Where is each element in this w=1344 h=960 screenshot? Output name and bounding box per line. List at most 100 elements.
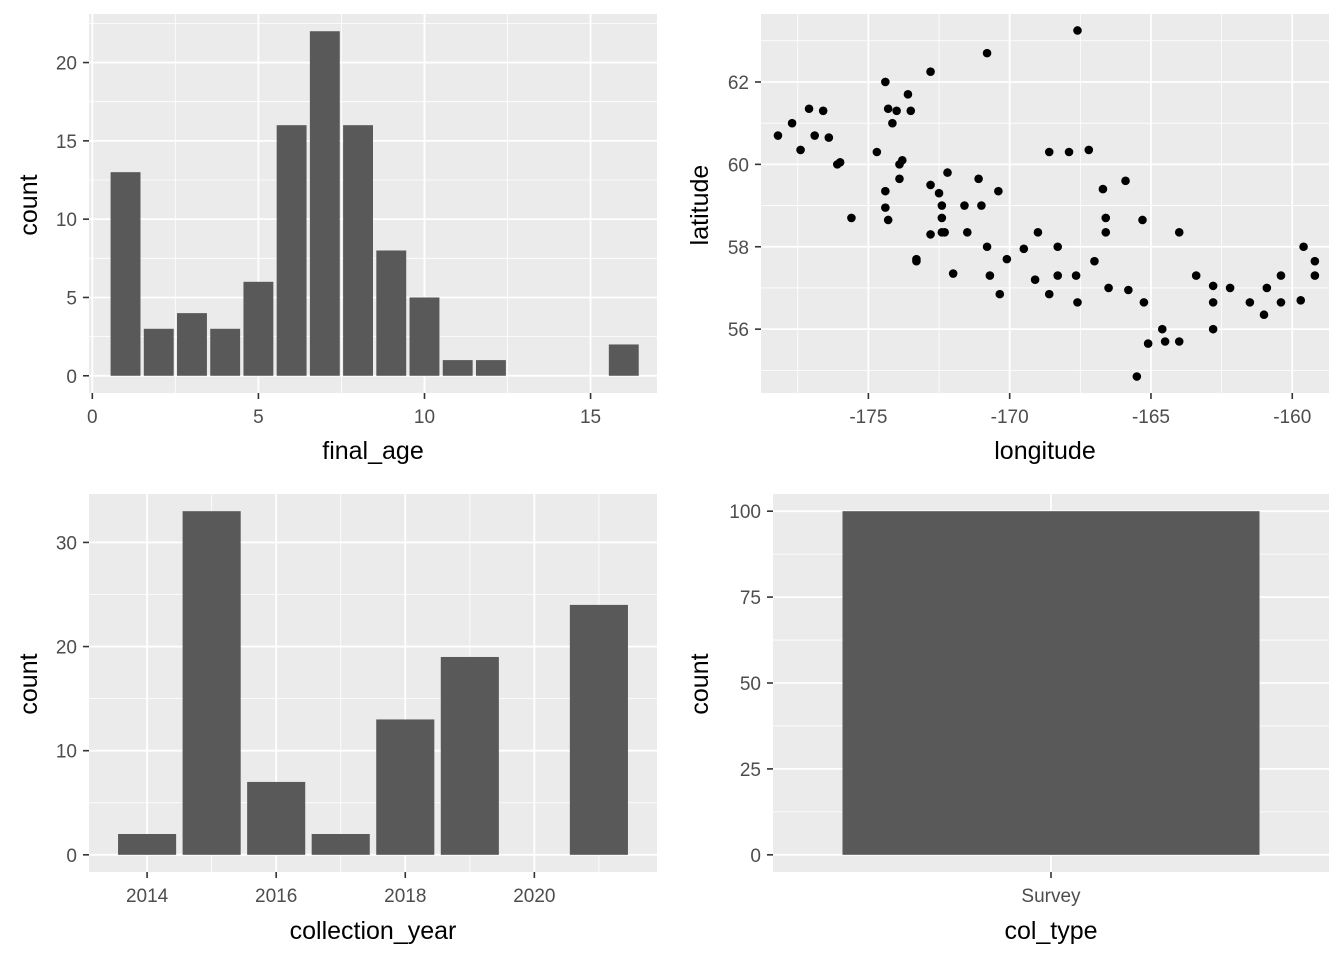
bar — [376, 719, 435, 855]
scatter-point — [1019, 244, 1029, 254]
scatter-point — [1310, 271, 1320, 280]
scatter-point — [1138, 215, 1147, 225]
y-tick-label: 20 — [56, 54, 77, 75]
scatter-point — [1139, 298, 1149, 307]
scatter-point — [892, 106, 901, 116]
scatter-point — [934, 188, 944, 198]
x-axis-title: final_age — [322, 437, 423, 465]
y-tick-label: 58 — [728, 238, 749, 259]
scatter-point — [903, 90, 913, 99]
scatter-point — [847, 213, 856, 223]
y-tick-label: 60 — [728, 155, 749, 176]
x-tick-label: 2020 — [513, 886, 555, 907]
y-axis-title: count — [15, 653, 43, 714]
scatter-point — [906, 106, 916, 116]
bar — [210, 328, 241, 376]
scatter-point — [912, 256, 921, 266]
bar — [309, 31, 340, 376]
bar — [247, 781, 306, 855]
scatter-point — [937, 213, 947, 223]
scatter-point — [888, 118, 897, 128]
scatter-point — [1208, 324, 1218, 334]
x-axis-title: longitude — [994, 437, 1095, 465]
y-axis-title: latitude — [686, 165, 714, 246]
bar — [409, 297, 440, 376]
y-tick-label: 15 — [56, 132, 77, 153]
x-tick-label: -175 — [849, 407, 887, 428]
bar — [569, 604, 628, 855]
x-tick-label: 2018 — [384, 886, 426, 907]
scatter-point — [1208, 281, 1218, 291]
y-axis-title: count — [15, 174, 43, 235]
scatter-point — [1002, 254, 1012, 264]
scatter-point — [1208, 298, 1218, 307]
y-tick-label: 5 — [66, 288, 77, 309]
x-axis-title: col_type — [1004, 917, 1097, 945]
scatter-point — [1033, 228, 1043, 237]
scatter-point — [773, 131, 783, 140]
scatter-point — [810, 131, 819, 140]
scatter-point — [1073, 298, 1082, 307]
scatter-point — [1310, 256, 1320, 266]
bar — [608, 344, 639, 376]
scatter-point — [985, 271, 995, 280]
scatter-point — [881, 203, 890, 212]
y-tick-label: 25 — [740, 760, 761, 781]
scatter-point — [1101, 228, 1111, 237]
scatter-point — [804, 104, 814, 114]
scatter-point — [1276, 271, 1286, 280]
scatter-point — [1044, 147, 1054, 157]
y-tick-label: 0 — [66, 367, 77, 388]
x-tick-label: Survey — [1021, 886, 1081, 907]
scatter-point — [940, 228, 949, 237]
y-tick-label: 75 — [740, 588, 761, 609]
scatter-point — [1191, 271, 1201, 280]
scatter-point — [960, 201, 969, 210]
scatter-point — [982, 48, 992, 58]
year-bar-panel: 2014 2016 2018 2020 0 10 20 30 collection_year co… — [15, 494, 657, 945]
panel-background — [761, 14, 1329, 393]
x-axis-title: collection_year — [290, 917, 457, 945]
scatter-point — [883, 215, 893, 225]
location-scatter-panel: -175 -170 -165 -160 56 58 60 62 longitude latitud… — [686, 14, 1329, 465]
scatter-point — [1084, 145, 1094, 155]
scatter-point — [926, 230, 935, 239]
y-tick-label: 0 — [750, 846, 761, 867]
scatter-point — [982, 242, 992, 252]
x-tick-label: 2014 — [126, 886, 169, 907]
scatter-point — [1262, 283, 1272, 293]
scatter-point — [824, 133, 834, 142]
scatter-point — [1071, 271, 1081, 280]
bar — [442, 360, 473, 376]
y-tick-label: 10 — [56, 210, 77, 231]
bar — [440, 656, 499, 855]
x-tick-label: 2016 — [255, 886, 297, 907]
scatter-point — [1276, 298, 1286, 307]
scatter-point — [974, 174, 983, 184]
scatter-point — [1104, 283, 1113, 293]
scatter-point — [796, 145, 805, 155]
scatter-point — [1098, 184, 1108, 194]
scatter-point — [926, 180, 935, 190]
scatter-point — [1073, 26, 1082, 35]
col-type-bar-panel: Survey 0 25 50 75 100 col_type count — [686, 494, 1329, 945]
x-tick-label: -165 — [1132, 407, 1170, 428]
scatter-point — [1124, 285, 1133, 295]
x-tick-label: 5 — [253, 407, 264, 428]
scatter-point — [948, 269, 958, 278]
scatter-point — [897, 155, 907, 165]
scatter-point — [995, 289, 1005, 299]
scatter-point — [1225, 283, 1235, 293]
y-tick-label: 0 — [66, 846, 77, 867]
bar — [243, 281, 274, 376]
scatter-point — [881, 186, 890, 196]
x-tick-label: 10 — [414, 407, 435, 428]
scatter-point — [926, 67, 935, 76]
scatter-point — [895, 174, 904, 184]
scatter-point — [962, 228, 972, 237]
bar — [182, 511, 241, 855]
scatter-point — [1259, 310, 1269, 320]
scatter-point — [1053, 242, 1063, 252]
scatter-point — [994, 186, 1003, 196]
bar — [376, 250, 407, 376]
